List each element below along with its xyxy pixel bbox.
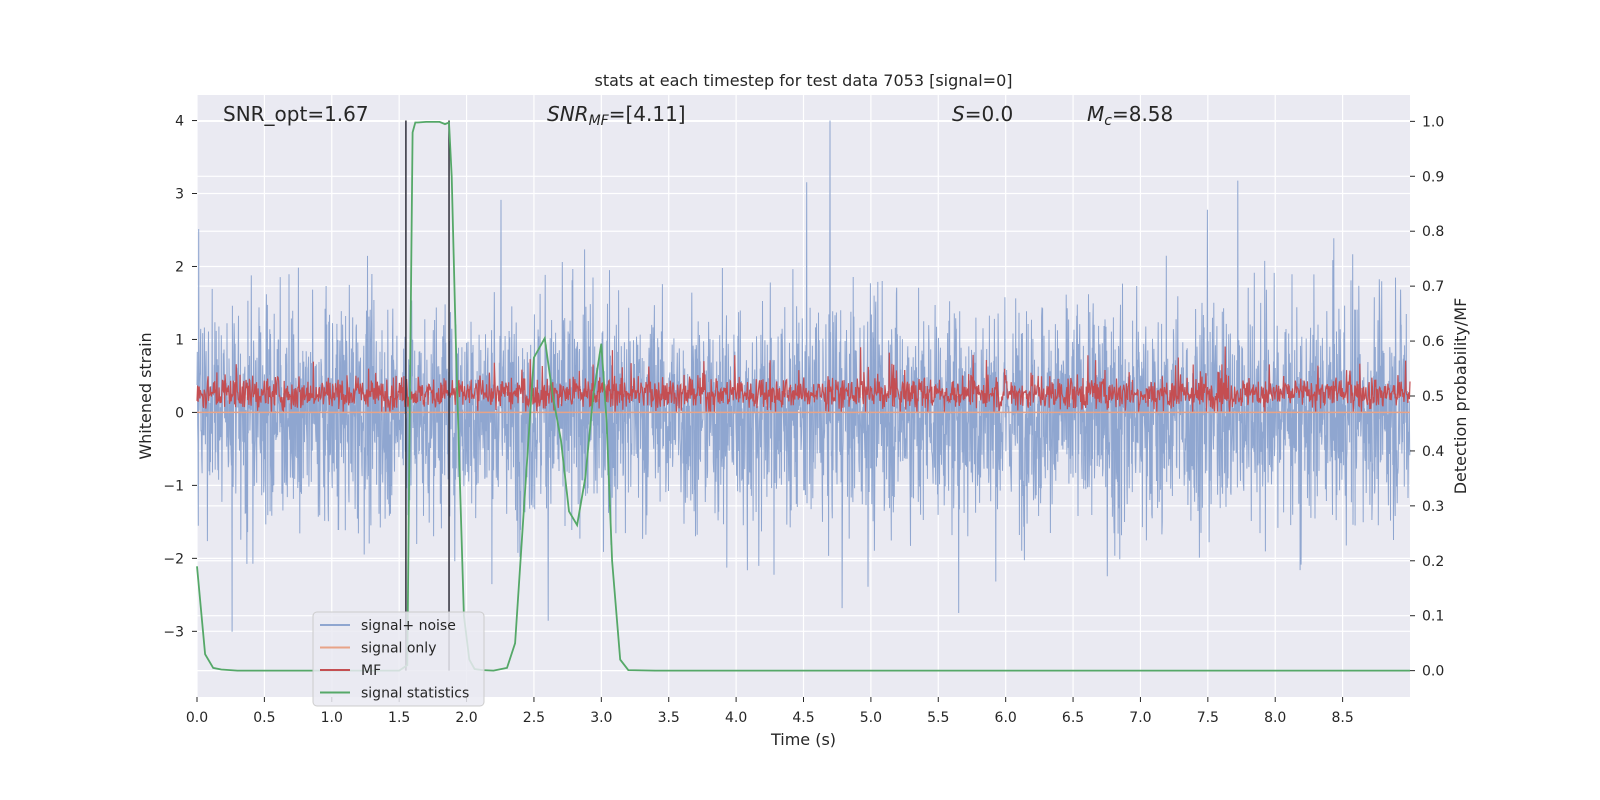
y2-tick-label: 0.9 <box>1422 169 1444 185</box>
x-tick-label: 8.0 <box>1264 710 1286 726</box>
x-tick-label: 2.0 <box>455 710 477 726</box>
x-axis-label: Time (s) <box>770 730 836 749</box>
vertical-markers <box>405 120 450 671</box>
snr-mf-base: SNR <box>547 102 589 126</box>
ticks: 0.0 0.5 1.0 1.5 2.0 2.5 3.0 3.5 4.0 4.5 5.0 5.5 6.0 6… <box>163 114 1444 726</box>
mf-series <box>196 346 1411 413</box>
y-tick-label: 1 <box>175 332 184 348</box>
y2-tick-label: 0.0 <box>1422 664 1444 680</box>
x-tick-label: 7.0 <box>1129 710 1151 726</box>
y-tick-label: −2 <box>163 551 184 567</box>
y2-tick-label: 0.5 <box>1422 389 1444 405</box>
y-tick-label: 2 <box>175 259 184 275</box>
x-tick-label: 2.5 <box>523 710 545 726</box>
legend-label: signal+ noise <box>361 618 456 634</box>
y2-tick-label: 0.8 <box>1422 224 1444 240</box>
y2-tick-label: 1.0 <box>1422 114 1444 130</box>
y-tick-label: 0 <box>175 405 184 421</box>
mf-line <box>196 346 1411 413</box>
y-tick-label: −3 <box>163 624 184 640</box>
snr-mf-annotation: SNRMF=[4.11] <box>547 102 686 129</box>
signal-noise-line <box>196 120 1411 632</box>
mc-val: =8.58 <box>1112 102 1173 126</box>
y2-tick-label: 0.1 <box>1422 609 1444 625</box>
legend-label: MF <box>361 663 381 679</box>
chart-title: stats at each timestep for test data 705… <box>594 71 1012 90</box>
snr-opt-annotation: SNR_opt=1.67 <box>223 102 369 126</box>
x-tick-label: 5.0 <box>860 710 882 726</box>
annotations: SNR_opt=1.67 SNRMF=[4.11] S=0.0 Mc=8.58 <box>223 102 1173 129</box>
mc-sub: c <box>1104 113 1112 129</box>
x-tick-label: 3.5 <box>658 710 680 726</box>
mc-annotation: Mc=8.58 <box>1087 102 1173 129</box>
x-tick-label: 4.5 <box>792 710 814 726</box>
y-tick-label: 3 <box>175 187 184 203</box>
legend-frame <box>312 611 485 707</box>
snr-mf-tail: =[4.11] <box>609 102 686 126</box>
x-tick-label: 4.0 <box>725 710 747 726</box>
x-tick-label: 3.0 <box>590 710 612 726</box>
x-tick-label: 7.5 <box>1197 710 1219 726</box>
legend-label: signal statistics <box>361 686 469 702</box>
x-tick-label: 6.5 <box>1062 710 1084 726</box>
y2-tick-label: 0.2 <box>1422 554 1444 570</box>
y2-tick-label: 0.7 <box>1422 279 1444 295</box>
y2-tick-label: 0.4 <box>1422 444 1444 460</box>
x-tick-label: 5.5 <box>927 710 949 726</box>
legend: signal+ noise signal only MF signal statist… <box>312 611 485 707</box>
x-tick-label: 6.0 <box>995 710 1017 726</box>
y2-tick-label: 0.3 <box>1422 499 1444 515</box>
x-tick-label: 0.0 <box>186 710 208 726</box>
y2-tick-label: 0.6 <box>1422 334 1444 350</box>
x-tick-label: 1.5 <box>388 710 410 726</box>
x-tick-label: 1.0 <box>321 710 343 726</box>
y-tick-label: 4 <box>175 114 184 130</box>
snr-mf-sub: MF <box>589 113 610 129</box>
s-annotation: S=0.0 <box>952 102 1013 126</box>
y2-axis-label: Detection probability/MF <box>1451 298 1470 495</box>
s-var: S <box>952 102 965 126</box>
x-tick-label: 0.5 <box>253 710 275 726</box>
signal-noise-series <box>196 120 1411 632</box>
y-axis-label: Whitened strain <box>136 332 155 459</box>
legend-label: signal only <box>361 641 436 657</box>
x-tick-label: 8.5 <box>1331 710 1353 726</box>
y-tick-label: −1 <box>163 478 184 494</box>
mc-base: M <box>1087 102 1104 126</box>
s-val: =0.0 <box>965 102 1014 126</box>
